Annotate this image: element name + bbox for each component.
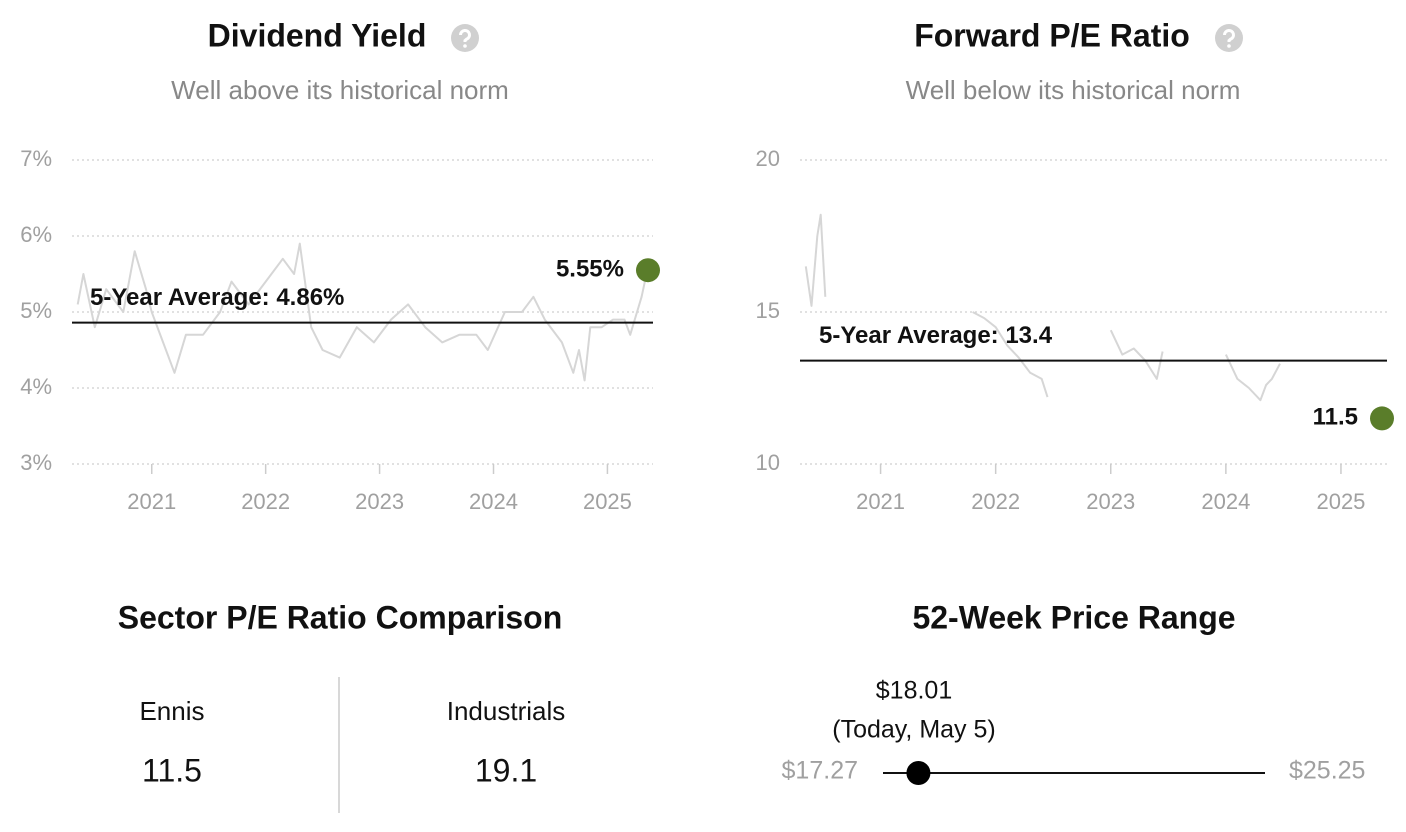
x-tick-label: 2022 bbox=[241, 489, 290, 514]
average-label: 5-Year Average: 4.86% bbox=[90, 284, 344, 311]
range-high-label: $25.25 bbox=[1289, 757, 1365, 785]
x-tick-label: 2021 bbox=[127, 489, 176, 514]
current-label: 5.55% bbox=[556, 256, 624, 283]
sector-name: Ennis bbox=[139, 696, 204, 726]
y-tick-label: 15 bbox=[756, 298, 780, 323]
help-icon[interactable] bbox=[451, 24, 479, 52]
series-line bbox=[76, 242, 649, 382]
average-label: 5-Year Average: 13.4 bbox=[819, 322, 1053, 349]
x-tick-label: 2023 bbox=[1086, 489, 1135, 514]
sector-name: Industrials bbox=[447, 696, 566, 726]
x-tick-label: 2025 bbox=[583, 489, 632, 514]
x-tick-label: 2022 bbox=[971, 489, 1020, 514]
x-tick-label: 2024 bbox=[1201, 489, 1250, 514]
y-tick-label: 4% bbox=[20, 374, 52, 399]
chart-subtitle: Well above its historical norm bbox=[171, 75, 509, 105]
y-tick-label: 7% bbox=[20, 146, 52, 171]
help-icon-glyph bbox=[1222, 28, 1235, 42]
series-line bbox=[804, 213, 1281, 402]
help-icon-circle bbox=[1215, 24, 1243, 52]
range-low-label: $17.27 bbox=[782, 757, 858, 785]
help-icon[interactable] bbox=[1215, 24, 1243, 52]
x-tick-label: 2023 bbox=[355, 489, 404, 514]
section-title: Sector P/E Ratio Comparison bbox=[118, 599, 563, 635]
y-tick-label: 5% bbox=[20, 298, 52, 323]
help-icon-dot bbox=[1227, 44, 1231, 48]
help-icon-circle bbox=[451, 24, 479, 52]
current-dot bbox=[1370, 406, 1394, 431]
y-tick-label: 10 bbox=[756, 450, 780, 475]
chart-subtitle: Well below its historical norm bbox=[906, 75, 1241, 105]
sector-value: 11.5 bbox=[142, 752, 202, 788]
x-tick-label: 2024 bbox=[469, 489, 518, 514]
current-dot bbox=[636, 258, 660, 283]
y-tick-label: 20 bbox=[756, 146, 780, 171]
y-tick-label: 6% bbox=[20, 222, 52, 247]
help-icon-glyph bbox=[458, 28, 471, 42]
chart-title: Forward P/E Ratio bbox=[914, 17, 1190, 53]
help-icon-dot bbox=[463, 44, 467, 48]
chart-title: Dividend Yield bbox=[208, 17, 427, 53]
x-tick-label: 2021 bbox=[856, 489, 905, 514]
current-label: 11.5 bbox=[1313, 404, 1358, 431]
y-tick-label: 3% bbox=[20, 450, 52, 475]
range-current-note: (Today, May 5) bbox=[832, 716, 995, 744]
section-title: 52-Week Price Range bbox=[912, 599, 1235, 635]
x-tick-label: 2025 bbox=[1316, 489, 1365, 514]
range-current-label: $18.01 bbox=[876, 677, 952, 705]
sector-value: 19.1 bbox=[475, 752, 537, 788]
range-current-dot bbox=[906, 761, 931, 785]
